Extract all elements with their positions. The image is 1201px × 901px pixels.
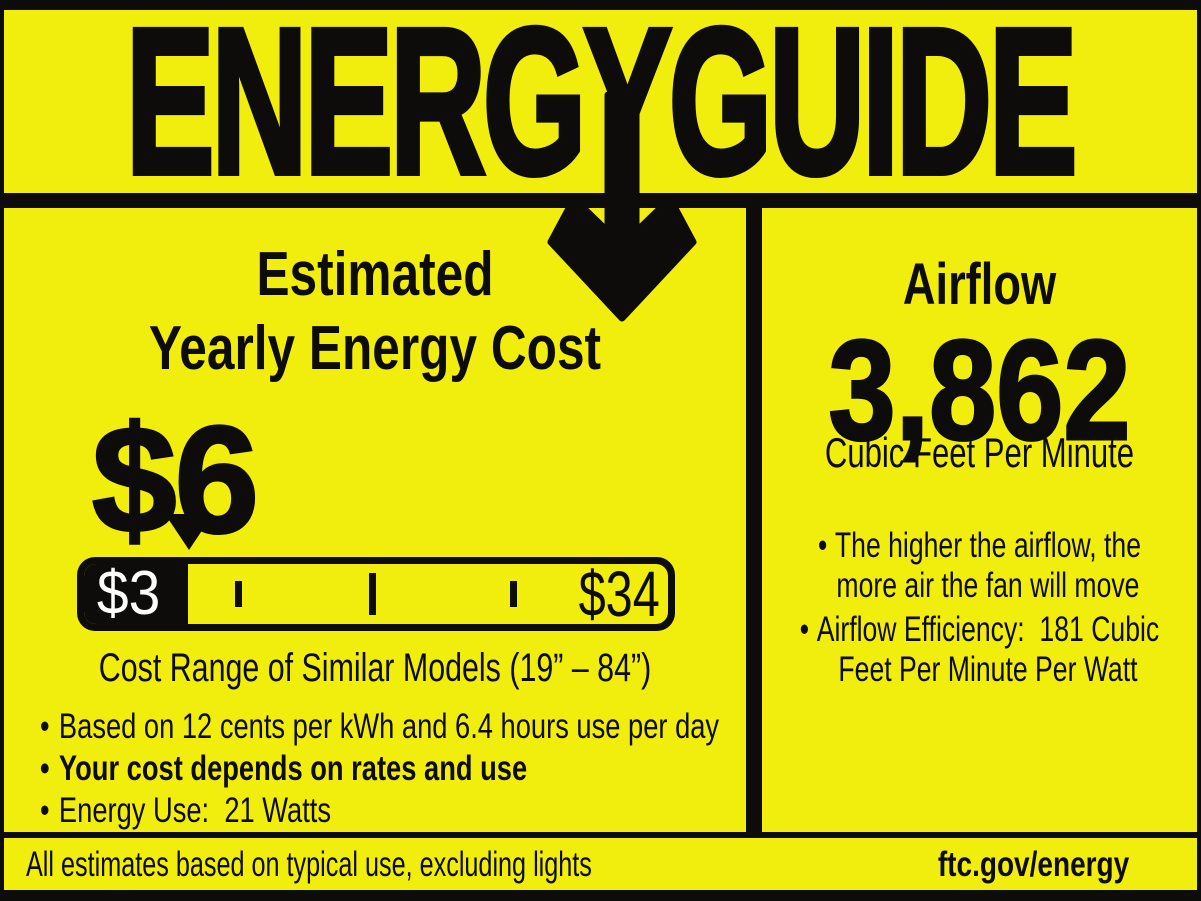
airflow-bullet: • Airflow Efficiency: 181 Cubic Feet Per… <box>800 610 1159 690</box>
banner: ENERGYGUIDE <box>4 0 1197 209</box>
estimated-cost-panel: Estimated Yearly Energy Cost $6 $3 $34 C… <box>4 208 746 832</box>
bullet-marker: • <box>40 749 50 788</box>
airflow-unit: Cubic Feet Per Minute <box>824 429 1135 476</box>
bullet-marker: • <box>799 610 810 649</box>
footer: All estimates based on typical use, excl… <box>4 838 1197 890</box>
airflow-panel: Airflow 3,862 Cubic Feet Per Minute • Th… <box>762 208 1197 832</box>
airflow-bullet: • The higher the airflow, the more air t… <box>814 526 1145 606</box>
cost-bullet: • Based on 12 cents per kWh and 6.4 hour… <box>40 706 719 748</box>
ftc-url: ftc.gov/energy <box>937 844 1129 884</box>
footer-disclaimer: All estimates based on typical use, excl… <box>26 844 592 884</box>
bullet-marker: • <box>817 526 828 565</box>
airflow-bullet-text: Airflow Efficiency: 181 Cubic Feet Per M… <box>816 610 1160 689</box>
cost-range-bar: $3 $34 <box>77 557 675 631</box>
energyguide-logo: ENERGYGUIDE <box>124 0 1080 218</box>
airflow-heading: Airflow <box>902 252 1057 317</box>
cost-bullet: • Your cost depends on rates and use <box>40 748 719 790</box>
cost-range-caption: Cost Range of Similar Models (19” – 84”) <box>98 646 652 690</box>
airflow-bullet-list: • The higher the airflow, the more air t… <box>800 526 1159 690</box>
cost-heading-line1: Estimated <box>256 240 494 309</box>
cost-bullet: • Energy Use: 21 Watts <box>40 790 719 832</box>
scale-tick-icon <box>369 573 376 615</box>
cost-bullet-text: Based on 12 cents per kWh and 6.4 hours … <box>58 707 720 746</box>
bullet-marker: • <box>40 791 50 830</box>
airflow-bullet-text: The higher the airflow, the more air the… <box>834 526 1141 605</box>
cost-range-max-label: $34 <box>578 564 660 624</box>
cost-range-min-label: $3 <box>96 564 161 624</box>
cost-marker-icon <box>165 514 213 550</box>
cost-bullet-list: • Based on 12 cents per kWh and 6.4 hour… <box>40 706 719 832</box>
bullet-marker: • <box>40 707 50 746</box>
cost-bullet-text: Energy Use: 21 Watts <box>58 791 332 830</box>
cost-range-bar-track: $3 $34 <box>84 564 668 624</box>
cost-heading-line2: Yearly Energy Cost <box>148 314 602 383</box>
scale-tick-icon <box>510 581 517 607</box>
scale-tick-icon <box>235 581 242 607</box>
airflow-value: 3,862 <box>827 311 1132 470</box>
cost-bullet-text: Your cost depends on rates and use <box>58 749 528 788</box>
cost-range-fill: $3 <box>84 564 188 624</box>
